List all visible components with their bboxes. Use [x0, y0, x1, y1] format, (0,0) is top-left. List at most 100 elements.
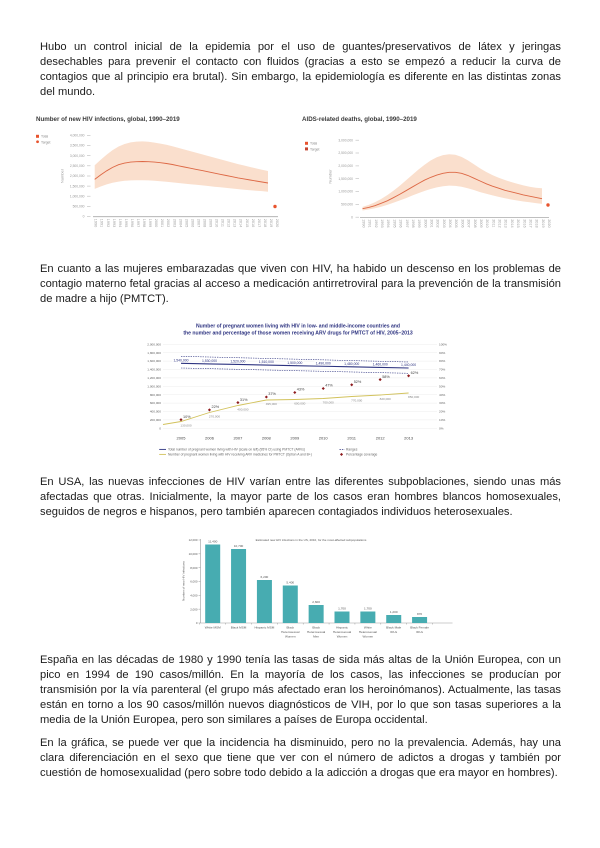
svg-text:500,000: 500,000 — [341, 203, 353, 207]
svg-text:1994: 1994 — [118, 219, 122, 227]
svg-text:Number of new HIV infections,: Number of new HIV infections, global, 19… — [36, 116, 180, 123]
svg-text:2,000,000: 2,000,000 — [147, 342, 161, 346]
svg-text:2016: 2016 — [251, 219, 255, 227]
svg-text:Women: Women — [337, 634, 348, 638]
svg-text:White MSM: White MSM — [205, 626, 221, 630]
svg-text:1999: 1999 — [148, 219, 152, 227]
svg-text:62%: 62% — [411, 371, 419, 375]
svg-text:2014: 2014 — [239, 219, 243, 227]
svg-text:Target: Target — [310, 147, 319, 151]
svg-text:400,000: 400,000 — [237, 407, 248, 411]
svg-text:IDUs: IDUs — [390, 630, 397, 634]
svg-text:1991: 1991 — [368, 219, 372, 227]
svg-text:2,500,000: 2,500,000 — [70, 164, 85, 168]
svg-text:400,000: 400,000 — [150, 410, 161, 414]
svg-text:2006: 2006 — [460, 219, 464, 227]
svg-text:Estimated new HIV infections i: Estimated new HIV infections in the US, … — [256, 538, 367, 542]
svg-text:1998: 1998 — [411, 219, 415, 227]
svg-text:2011: 2011 — [491, 219, 495, 227]
svg-text:6,000: 6,000 — [190, 580, 198, 584]
svg-text:100%: 100% — [439, 342, 447, 346]
svg-text:IDUs: IDUs — [416, 630, 423, 634]
svg-text:850,000: 850,000 — [408, 395, 419, 399]
svg-text:AIDS-related deaths, global, 1: AIDS-related deaths, global, 1990–2019 — [302, 116, 417, 123]
svg-text:4,000,000: 4,000,000 — [70, 134, 85, 138]
svg-text:52%: 52% — [354, 380, 362, 384]
svg-text:Heterosexual: Heterosexual — [333, 630, 352, 634]
svg-text:2019: 2019 — [541, 219, 545, 227]
svg-text:1,530,000: 1,530,000 — [202, 359, 217, 363]
svg-text:Heterosexual: Heterosexual — [307, 630, 326, 634]
svg-text:Heterosexual: Heterosexual — [359, 630, 378, 634]
svg-text:Percentage coverage: Percentage coverage — [346, 453, 378, 457]
svg-text:the number and percentage of t: the number and percentage of those women… — [183, 331, 413, 337]
svg-text:Number of new HIV infections: Number of new HIV infections — [182, 561, 186, 601]
svg-text:1,600,000: 1,600,000 — [147, 359, 161, 363]
svg-text:0: 0 — [196, 621, 198, 625]
svg-text:70%: 70% — [439, 368, 445, 372]
svg-text:2017: 2017 — [528, 219, 532, 227]
svg-text:2006: 2006 — [190, 219, 194, 227]
svg-text:Black MSM: Black MSM — [231, 626, 247, 630]
svg-text:1995: 1995 — [124, 219, 128, 227]
svg-text:1994: 1994 — [386, 219, 390, 227]
svg-text:0: 0 — [83, 215, 85, 219]
svg-text:2008: 2008 — [262, 435, 272, 440]
svg-text:Hispanic MSM: Hispanic MSM — [254, 626, 274, 630]
svg-text:Total: Total — [41, 135, 48, 139]
svg-text:130,000: 130,000 — [180, 423, 191, 427]
svg-text:Women: Women — [285, 634, 296, 638]
svg-text:2015: 2015 — [245, 219, 249, 227]
svg-text:1997: 1997 — [405, 219, 409, 227]
svg-text:Number of pregnant women livin: Number of pregnant women living with HIV… — [168, 453, 312, 457]
svg-text:2018: 2018 — [263, 219, 267, 227]
svg-text:1993: 1993 — [380, 219, 384, 227]
svg-text:1,480,000: 1,480,000 — [344, 362, 359, 366]
svg-text:Black: Black — [312, 626, 320, 630]
svg-text:1,200,000: 1,200,000 — [147, 376, 161, 380]
svg-text:600,000: 600,000 — [150, 401, 161, 405]
svg-text:1,490,000: 1,490,000 — [316, 361, 331, 365]
svg-text:Number of pregnant women livin: Number of pregnant women living with HIV… — [196, 324, 400, 330]
svg-text:47%: 47% — [325, 384, 333, 388]
svg-text:58%: 58% — [382, 375, 390, 379]
svg-text:600,000: 600,000 — [294, 401, 305, 405]
svg-text:1990: 1990 — [362, 219, 366, 227]
svg-text:1,000,000: 1,000,000 — [147, 384, 161, 388]
svg-text:2008: 2008 — [203, 219, 207, 227]
svg-text:1,000,000: 1,000,000 — [338, 190, 353, 194]
svg-text:60%: 60% — [439, 376, 445, 380]
svg-text:2007: 2007 — [467, 219, 471, 227]
svg-text:2011: 2011 — [347, 435, 356, 440]
svg-text:2000: 2000 — [154, 219, 158, 227]
svg-text:1995: 1995 — [392, 219, 396, 227]
svg-text:2002: 2002 — [436, 219, 440, 227]
svg-text:Total: Total — [310, 142, 317, 146]
svg-text:4,000: 4,000 — [190, 593, 198, 597]
svg-text:12,000: 12,000 — [189, 538, 198, 542]
svg-text:8,000: 8,000 — [190, 566, 198, 570]
svg-text:2013: 2013 — [404, 435, 414, 440]
svg-text:2003: 2003 — [172, 219, 176, 227]
svg-text:1,460,000: 1,460,000 — [373, 363, 388, 367]
svg-text:2015: 2015 — [516, 219, 520, 227]
svg-text:1996: 1996 — [130, 219, 134, 227]
svg-text:20%: 20% — [439, 410, 445, 414]
svg-text:Heterosexual: Heterosexual — [281, 630, 300, 634]
svg-text:1,540,000: 1,540,000 — [173, 358, 188, 362]
svg-text:Black Female: Black Female — [410, 626, 429, 630]
svg-text:3,000,000: 3,000,000 — [70, 154, 85, 158]
svg-text:2009: 2009 — [479, 219, 483, 227]
svg-text:770,000: 770,000 — [351, 398, 362, 402]
svg-text:Men: Men — [313, 634, 319, 638]
svg-text:1997: 1997 — [136, 219, 140, 227]
svg-text:White: White — [364, 626, 372, 630]
svg-text:2007: 2007 — [196, 219, 200, 227]
svg-text:1,200: 1,200 — [390, 610, 398, 614]
svg-text:2010: 2010 — [319, 435, 329, 440]
svg-text:6,200: 6,200 — [261, 575, 269, 579]
svg-text:2013: 2013 — [233, 219, 237, 227]
svg-text:1,000,000: 1,000,000 — [70, 194, 85, 198]
svg-text:2,500,000: 2,500,000 — [338, 151, 353, 155]
svg-text:90%: 90% — [439, 351, 445, 355]
